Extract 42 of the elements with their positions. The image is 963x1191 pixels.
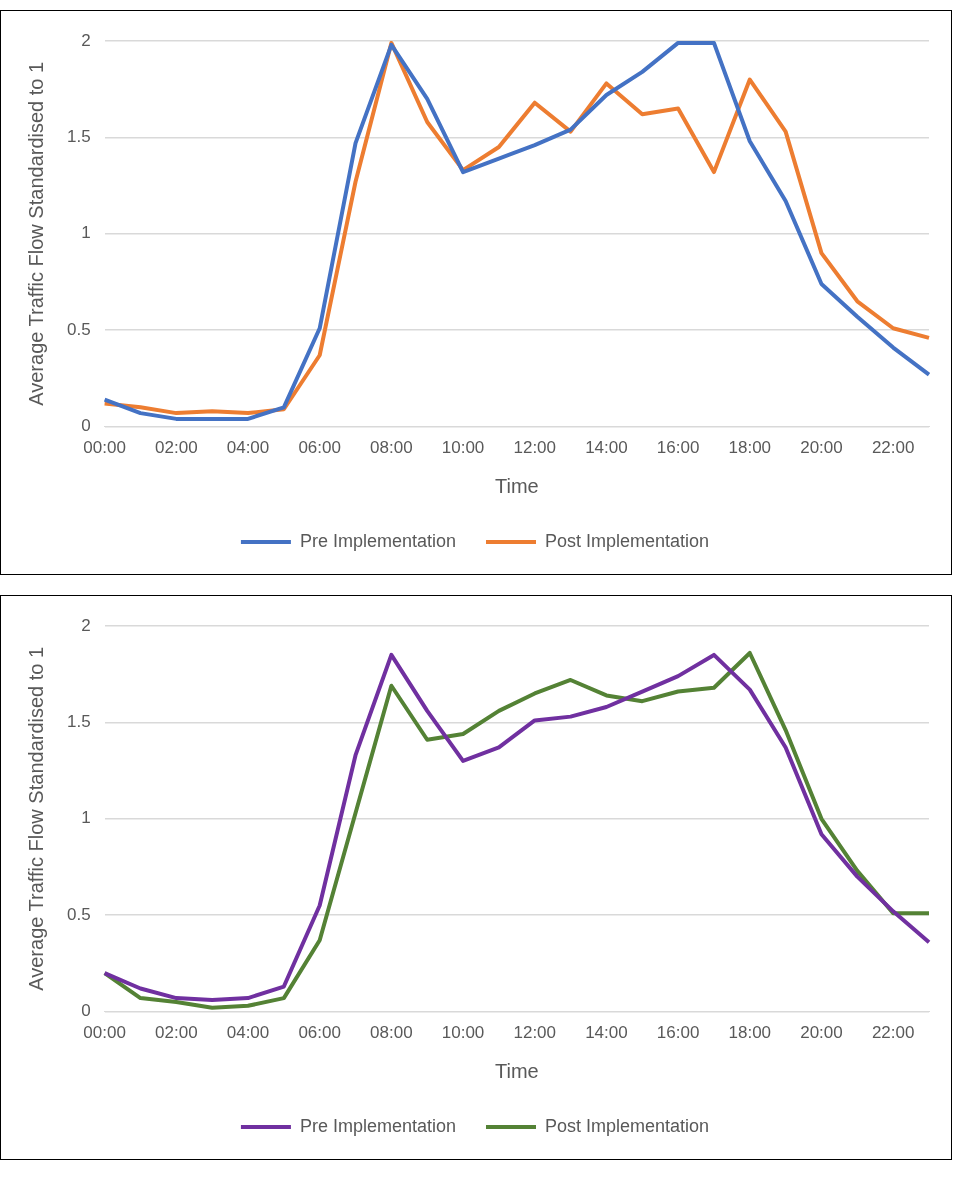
- x-tick-label: 14:00: [585, 438, 628, 458]
- x-tick-label: 14:00: [585, 1023, 628, 1043]
- x-tick-label: 06:00: [298, 438, 341, 458]
- x-tick-label: 00:00: [83, 1023, 126, 1043]
- y-axis-title: Average Traffic Flow Standardised to 1: [24, 61, 47, 406]
- x-tick-label: 04:00: [226, 1023, 270, 1043]
- y-tick-label: 1.5: [66, 712, 91, 732]
- y-tick-label: 2: [81, 30, 91, 50]
- x-tick-label: 16:00: [656, 1023, 700, 1043]
- x-tick-label: 10:00: [441, 1023, 485, 1043]
- y-tick-label: 0: [81, 1001, 91, 1021]
- y-tick-label: 1.5: [66, 127, 91, 147]
- x-tick-label: 20:00: [800, 438, 843, 458]
- x-tick-label: 02:00: [155, 1023, 198, 1043]
- x-tick-label: 10:00: [441, 438, 485, 458]
- legend-label: Post Implementation: [545, 1115, 710, 1136]
- x-tick-label: 16:00: [656, 438, 700, 458]
- y-tick-label: 2: [81, 615, 91, 635]
- x-tick-label: 02:00: [155, 438, 198, 458]
- x-tick-label: 04:00: [226, 438, 270, 458]
- x-tick-label: 08:00: [370, 1023, 413, 1043]
- legend-label: Post Implementation: [545, 530, 710, 551]
- x-tick-label: 08:00: [370, 438, 413, 458]
- y-tick-label: 1: [81, 223, 91, 243]
- x-tick-label: 20:00: [800, 1023, 843, 1043]
- y-tick-label: 1: [81, 808, 91, 828]
- y-tick-label: 0.5: [66, 904, 91, 924]
- y-tick-label: 0: [81, 416, 91, 436]
- x-tick-label: 12:00: [513, 1023, 557, 1043]
- x-tick-label: 12:00: [513, 438, 557, 458]
- legend-label: Pre Implementation: [299, 530, 456, 551]
- y-tick-label: 0.5: [66, 319, 91, 339]
- x-tick-label: 22:00: [871, 438, 915, 458]
- y-axis-title: Average Traffic Flow Standardised to 1: [24, 646, 47, 991]
- x-tick-label: 18:00: [728, 1023, 772, 1043]
- legend-label: Pre Implementation: [299, 1115, 456, 1136]
- x-tick-label: 18:00: [728, 438, 772, 458]
- x-axis-title: Time: [494, 474, 539, 497]
- x-tick-label: 00:00: [83, 438, 126, 458]
- x-tick-label: 06:00: [298, 1023, 341, 1043]
- x-tick-label: 22:00: [871, 1023, 915, 1043]
- x-axis-title: Time: [494, 1059, 539, 1082]
